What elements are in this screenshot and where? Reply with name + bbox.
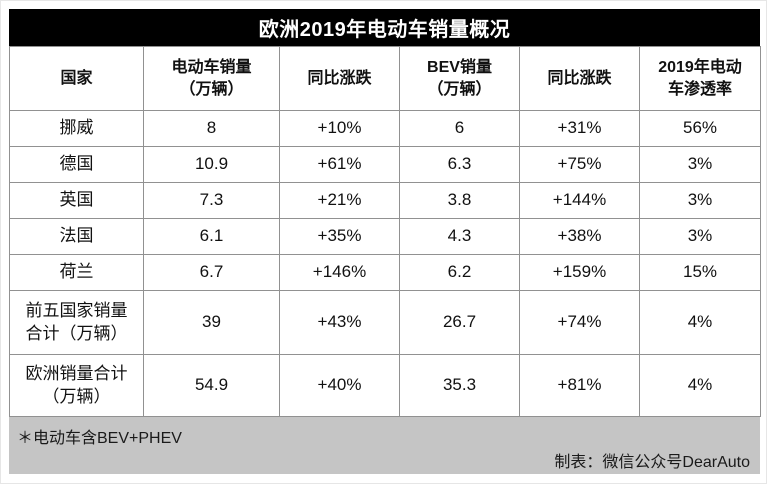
col-header-bev-yoy: 同比涨跌 <box>519 46 640 111</box>
col-header-penetration: 2019年电动 车渗透率 <box>639 46 761 111</box>
bev-sales-cell: 35.3 <box>399 354 520 417</box>
bev-sales-cell: 6.2 <box>399 254 520 291</box>
bev-yoy-cell: +75% <box>519 146 640 183</box>
country-cell: 欧洲销量合计 （万辆） <box>9 354 144 417</box>
ev-sales-cell: 6.1 <box>143 218 280 255</box>
penetration-cell: 15% <box>639 254 761 291</box>
credit-line: 制表：微信公众号DearAuto <box>554 454 750 471</box>
bev-yoy-cell: +74% <box>519 290 640 355</box>
penetration-cell: 3% <box>639 146 761 183</box>
bev-sales-cell: 4.3 <box>399 218 520 255</box>
ev-yoy-cell: +35% <box>279 218 400 255</box>
country-cell: 前五国家销量 合计（万辆） <box>9 290 144 355</box>
bev-yoy-cell: +159% <box>519 254 640 291</box>
ev-sales-cell: 8 <box>143 110 280 147</box>
table-row-germany: 德国 10.9 +61% 6.3 +75% 3% <box>9 146 761 183</box>
ev-sales-cell: 7.3 <box>143 182 280 219</box>
ev-yoy-cell: +43% <box>279 290 400 355</box>
ev-yoy-cell: +10% <box>279 110 400 147</box>
bev-yoy-cell: +31% <box>519 110 640 147</box>
ev-sales-cell: 54.9 <box>143 354 280 417</box>
bev-sales-cell: 6 <box>399 110 520 147</box>
table-row-netherlands: 荷兰 6.7 +146% 6.2 +159% 15% <box>9 254 761 291</box>
ev-sales-cell: 6.7 <box>143 254 280 291</box>
country-cell: 英国 <box>9 182 144 219</box>
bev-yoy-cell: +38% <box>519 218 640 255</box>
penetration-cell: 56% <box>639 110 761 147</box>
bev-sales-cell: 3.8 <box>399 182 520 219</box>
penetration-cell: 4% <box>639 290 761 355</box>
ev-yoy-cell: +146% <box>279 254 400 291</box>
country-cell: 德国 <box>9 146 144 183</box>
penetration-cell: 4% <box>639 354 761 417</box>
table-title: 欧洲2019年电动车销量概况 <box>9 9 760 46</box>
ev-sales-cell: 10.9 <box>143 146 280 183</box>
footnote: ＊电动车含BEV+PHEV <box>17 430 182 447</box>
bev-sales-cell: 6.3 <box>399 146 520 183</box>
country-cell: 挪威 <box>9 110 144 147</box>
bev-sales-cell: 26.7 <box>399 290 520 355</box>
country-cell: 荷兰 <box>9 254 144 291</box>
col-header-bev-sales: BEV销量 （万辆） <box>399 46 520 111</box>
col-header-ev-sales: 电动车销量 （万辆） <box>143 46 280 111</box>
ev-sales-table: 国家 电动车销量 （万辆） 同比涨跌 BEV销量 （万辆） 同比涨跌 2019年… <box>9 46 761 417</box>
table-row-france: 法国 6.1 +35% 4.3 +38% 3% <box>9 218 761 255</box>
country-cell: 法国 <box>9 218 144 255</box>
ev-yoy-cell: +21% <box>279 182 400 219</box>
bev-yoy-cell: +144% <box>519 182 640 219</box>
ev-yoy-cell: +61% <box>279 146 400 183</box>
bev-yoy-cell: +81% <box>519 354 640 417</box>
ev-sales-cell: 39 <box>143 290 280 355</box>
penetration-cell: 3% <box>639 182 761 219</box>
table-row-europe-total: 欧洲销量合计 （万辆） 54.9 +40% 35.3 +81% 4% <box>9 354 761 417</box>
ev-yoy-cell: +40% <box>279 354 400 417</box>
table-row-norway: 挪威 8 +10% 6 +31% 56% <box>9 110 761 147</box>
col-header-ev-yoy: 同比涨跌 <box>279 46 400 111</box>
table-footer: ＊电动车含BEV+PHEV 制表：微信公众号DearAuto <box>9 417 760 474</box>
penetration-cell: 3% <box>639 218 761 255</box>
col-header-country: 国家 <box>9 46 144 111</box>
header-row: 国家 电动车销量 （万辆） 同比涨跌 BEV销量 （万辆） 同比涨跌 2019年… <box>9 46 761 111</box>
table-row-uk: 英国 7.3 +21% 3.8 +144% 3% <box>9 182 761 219</box>
table-row-top5-total: 前五国家销量 合计（万辆） 39 +43% 26.7 +74% 4% <box>9 290 761 355</box>
